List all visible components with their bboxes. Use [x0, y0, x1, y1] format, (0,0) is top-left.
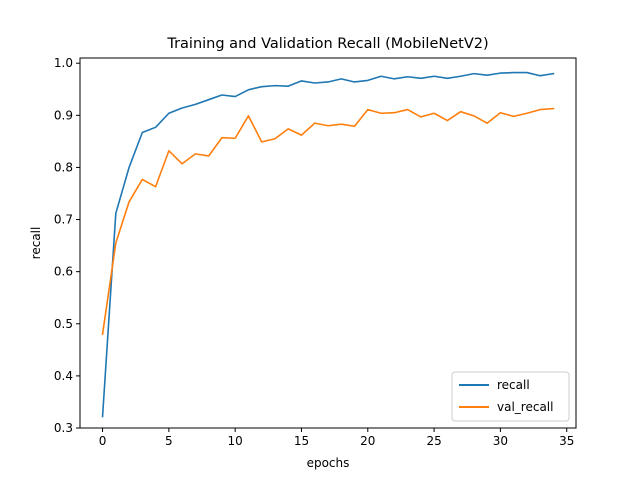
x-tick-label: 15 — [294, 434, 309, 448]
y-tick-label: 0.5 — [54, 317, 73, 331]
y-tick-label: 0.7 — [54, 213, 73, 227]
y-tick-label: 0.3 — [54, 421, 73, 435]
chart-title: Training and Validation Recall (MobileNe… — [166, 36, 488, 52]
x-tick-label: 30 — [493, 434, 508, 448]
y-tick-label: 1.0 — [54, 56, 73, 70]
plot-lines — [101, 71, 555, 418]
x-tick-label: 0 — [99, 434, 107, 448]
y-tick-label: 0.9 — [54, 108, 73, 122]
x-axis-ticks: 0 5 10 15 20 25 30 35 — [99, 428, 574, 448]
x-axis-label: epochs — [307, 456, 350, 470]
y-tick-label: 0.6 — [54, 265, 73, 279]
legend-label-recall: recall — [497, 378, 530, 392]
series-line-recall — [101, 71, 555, 418]
x-tick-label: 25 — [426, 434, 441, 448]
y-tick-label: 0.8 — [54, 160, 73, 174]
y-axis-ticks: 0.3 0.4 0.5 0.6 0.7 0.8 0.9 1.0 — [54, 56, 80, 435]
y-axis-label: recall — [29, 227, 43, 260]
legend-label-val-recall: val_recall — [497, 400, 553, 414]
x-tick-label: 5 — [165, 434, 173, 448]
x-tick-label: 35 — [559, 434, 574, 448]
y-tick-label: 0.4 — [54, 369, 73, 383]
legend: recall val_recall — [451, 371, 570, 422]
x-tick-label: 10 — [228, 434, 243, 448]
x-tick-label: 20 — [360, 434, 375, 448]
series-line-val-recall — [101, 107, 555, 336]
plot-frame — [79, 57, 577, 429]
